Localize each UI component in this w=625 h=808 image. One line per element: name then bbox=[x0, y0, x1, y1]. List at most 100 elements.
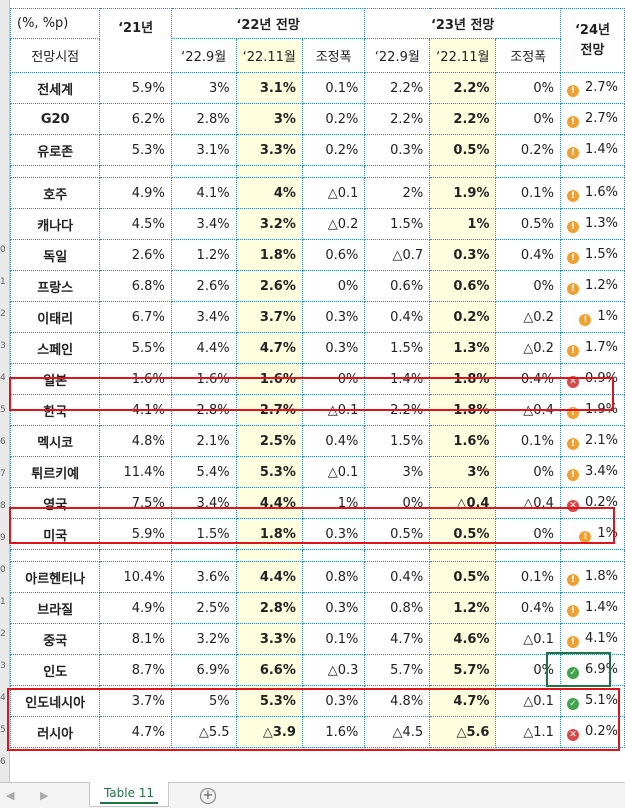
country-name[interactable]: 멕시코 bbox=[9, 425, 101, 457]
cell-n22[interactable]: 4% bbox=[235, 177, 303, 209]
cell-n22[interactable]: 3.7% bbox=[235, 301, 303, 333]
country-name[interactable]: 한국 bbox=[9, 394, 101, 426]
cell-s23[interactable]: 0.6% bbox=[364, 270, 431, 302]
row-number[interactable]: 6 bbox=[0, 437, 6, 447]
country-name[interactable]: 유로존 bbox=[9, 134, 101, 166]
cell-y24[interactable]: ! 4.1% bbox=[559, 623, 625, 655]
cell-y21[interactable]: 4.5% bbox=[99, 208, 172, 240]
cell-y24[interactable]: ✓ 5.1% bbox=[559, 685, 625, 717]
cell-a23[interactable]: 0.4% bbox=[495, 592, 561, 624]
cell-n23[interactable]: 4.6% bbox=[429, 623, 497, 655]
cell-y21[interactable]: 10.4% bbox=[99, 561, 172, 593]
cell-a23[interactable]: 0.5% bbox=[495, 208, 561, 240]
cell-y24[interactable]: ! 2.7% bbox=[559, 103, 625, 135]
cell-a23[interactable]: 0.1% bbox=[495, 177, 561, 209]
cell-y21[interactable]: 3.7% bbox=[99, 685, 172, 717]
cell-n23[interactable]: 1.9% bbox=[429, 177, 497, 209]
cell-n22[interactable]: 5.3% bbox=[235, 456, 303, 488]
cell-s22[interactable]: 3.1% bbox=[170, 134, 237, 166]
row-number[interactable]: 0 bbox=[0, 245, 6, 255]
country-name[interactable]: 전세계 bbox=[9, 72, 101, 104]
country-name[interactable]: 인도 bbox=[9, 654, 101, 686]
cell-a23[interactable]: 0% bbox=[495, 456, 561, 488]
cell-y21[interactable]: 5.5% bbox=[99, 332, 172, 364]
cell-a22[interactable]: 0.3% bbox=[301, 518, 366, 550]
cell-a23[interactable]: △0.2 bbox=[495, 301, 561, 333]
row-number[interactable]: 4 bbox=[0, 693, 6, 703]
cell-a22[interactable]: 1% bbox=[301, 487, 366, 519]
empty-cell[interactable] bbox=[170, 549, 237, 562]
cell-a23[interactable]: △0.1 bbox=[495, 623, 561, 655]
row-number[interactable]: 6 bbox=[0, 757, 6, 767]
cell-y21[interactable]: 4.9% bbox=[99, 177, 172, 209]
cell-y21[interactable]: 8.7% bbox=[99, 654, 172, 686]
empty-cell[interactable] bbox=[9, 549, 101, 562]
cell-n22[interactable]: 4.7% bbox=[235, 332, 303, 364]
cell-s22[interactable]: △5.5 bbox=[170, 716, 237, 748]
cell-n23[interactable]: 1.3% bbox=[429, 332, 497, 364]
cell-a22[interactable]: △0.1 bbox=[301, 456, 366, 488]
cell-y21[interactable]: 6.7% bbox=[99, 301, 172, 333]
cell-a23[interactable]: 0% bbox=[495, 270, 561, 302]
cell-y24[interactable]: ! 1.3% bbox=[559, 208, 625, 240]
cell-a22[interactable]: 0% bbox=[301, 270, 366, 302]
cell-y21[interactable]: 5.9% bbox=[99, 72, 172, 104]
cell-a22[interactable]: 0.6% bbox=[301, 239, 366, 271]
cell-s23[interactable]: 0.5% bbox=[364, 518, 431, 550]
cell-s22[interactable]: 2.1% bbox=[170, 425, 237, 457]
cell-s23[interactable]: 4.7% bbox=[364, 623, 431, 655]
cell-a22[interactable]: 0.1% bbox=[301, 623, 366, 655]
cell-s22[interactable]: 2.6% bbox=[170, 270, 237, 302]
cell-a22[interactable]: 0.2% bbox=[301, 103, 366, 135]
empty-cell[interactable] bbox=[495, 549, 561, 562]
cell-a23[interactable]: 0.4% bbox=[495, 363, 561, 395]
cell-y21[interactable]: 1.6% bbox=[99, 363, 172, 395]
cell-y24[interactable]: ! 1.4% bbox=[559, 592, 625, 624]
cell-a22[interactable]: 0.3% bbox=[301, 592, 366, 624]
cell-a22[interactable]: △0.3 bbox=[301, 654, 366, 686]
cell-a23[interactable]: △0.1 bbox=[495, 685, 561, 717]
cell-s23[interactable]: 0.4% bbox=[364, 561, 431, 593]
empty-cell[interactable] bbox=[364, 549, 431, 562]
cell-y24[interactable]: ✓ 6.9% bbox=[559, 654, 625, 686]
country-name[interactable]: 영국 bbox=[9, 487, 101, 519]
cell-y21[interactable]: 6.8% bbox=[99, 270, 172, 302]
cell-s23[interactable]: 1.5% bbox=[364, 425, 431, 457]
cell-a22[interactable]: 0% bbox=[301, 363, 366, 395]
cell-s22[interactable]: 3.4% bbox=[170, 487, 237, 519]
cell-y24[interactable]: ! 1.6% bbox=[559, 177, 625, 209]
cell-y24[interactable]: ! 2.1% bbox=[559, 425, 625, 457]
cell-a22[interactable]: △0.1 bbox=[301, 394, 366, 426]
cell-a23[interactable]: 0% bbox=[495, 103, 561, 135]
cell-n22[interactable]: 2.7% bbox=[235, 394, 303, 426]
cell-n23[interactable]: 1.8% bbox=[429, 363, 497, 395]
cell-n23[interactable]: 0.5% bbox=[429, 518, 497, 550]
cell-n23[interactable]: 0.5% bbox=[429, 561, 497, 593]
country-name[interactable]: G20 bbox=[9, 103, 101, 135]
country-name[interactable]: 인도네시아 bbox=[9, 685, 101, 717]
cell-n23[interactable]: 1.2% bbox=[429, 592, 497, 624]
cell-y21[interactable]: 5.9% bbox=[99, 518, 172, 550]
cell-a22[interactable]: 0.1% bbox=[301, 72, 366, 104]
cell-s23[interactable]: 4.8% bbox=[364, 685, 431, 717]
cell-n23[interactable]: 0.5% bbox=[429, 134, 497, 166]
cell-s22[interactable]: 1.5% bbox=[170, 518, 237, 550]
cell-a23[interactable]: △1.1 bbox=[495, 716, 561, 748]
country-name[interactable]: 아르헨티나 bbox=[9, 561, 101, 593]
cell-y21[interactable]: 6.2% bbox=[99, 103, 172, 135]
cell-n23[interactable]: 2.2% bbox=[429, 72, 497, 104]
cell-n22[interactable]: 2.6% bbox=[235, 270, 303, 302]
cell-s23[interactable]: 3% bbox=[364, 456, 431, 488]
cell-y21[interactable]: 8.1% bbox=[99, 623, 172, 655]
empty-cell[interactable] bbox=[170, 165, 237, 178]
empty-cell[interactable] bbox=[559, 165, 625, 178]
cell-a22[interactable]: 0.3% bbox=[301, 301, 366, 333]
cell-n23[interactable]: △5.6 bbox=[429, 716, 497, 748]
cell-n22[interactable]: 1.8% bbox=[235, 239, 303, 271]
cell-s23[interactable]: △0.7 bbox=[364, 239, 431, 271]
cell-n22[interactable]: 1.8% bbox=[235, 518, 303, 550]
cell-y21[interactable]: 4.9% bbox=[99, 592, 172, 624]
cell-a22[interactable]: △0.2 bbox=[301, 208, 366, 240]
row-number[interactable]: 8 bbox=[0, 501, 6, 511]
row-number[interactable]: 5 bbox=[0, 405, 6, 415]
